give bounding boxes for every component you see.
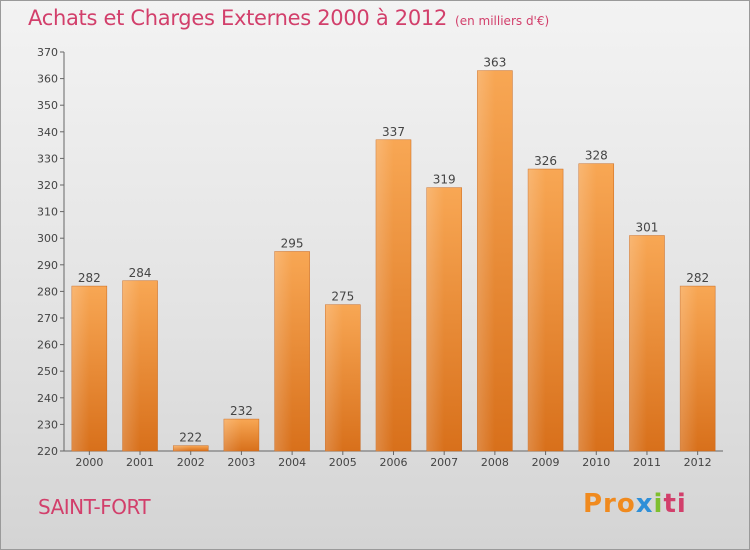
bar-highlight [477,70,495,452]
data-label: 363 [483,56,506,70]
data-label: 295 [281,237,304,251]
bar-highlight [528,169,546,452]
x-tick-label: 2010 [582,456,610,469]
y-tick-label: 280 [37,285,58,298]
chart-title: Achats et Charges Externes 2000 à 2012 (e… [28,6,549,30]
data-label: 301 [636,221,659,235]
x-tick-label: 2007 [430,456,458,469]
data-label: 222 [179,431,202,445]
data-label: 282 [686,271,709,285]
x-tick-label: 2002 [177,456,205,469]
title-text: Achats et Charges Externes 2000 à 2012 [28,6,448,30]
x-tick-label: 2004 [278,456,306,469]
y-tick-label: 240 [37,392,58,405]
x-tick-label: 2011 [633,456,661,469]
logo-part: ti [663,489,687,519]
y-tick-label: 230 [37,418,58,431]
logo-part: x [635,489,654,519]
data-label: 326 [534,154,557,168]
bar-highlight [223,419,242,451]
data-label: 275 [331,290,354,304]
bar-highlight [325,304,343,451]
data-label: 319 [433,173,456,187]
data-label: 282 [78,271,101,285]
x-tick-label: 2008 [481,456,509,469]
bar-highlight [376,139,394,451]
x-tick-label: 2000 [75,456,103,469]
data-label: 328 [585,149,608,163]
y-tick-label: 270 [37,312,58,325]
y-tick-label: 260 [37,339,58,352]
x-tick-label: 2001 [126,456,154,469]
bar-highlight [426,187,445,451]
y-tick-label: 300 [37,232,58,245]
y-tick-label: 330 [37,152,58,165]
chart-subtitle: (en milliers d'€) [455,14,550,28]
bar-highlight [173,445,191,451]
x-tick-label: 2005 [329,456,357,469]
x-tick-label: 2009 [532,456,560,469]
data-label: 284 [129,266,152,280]
bar-highlight [122,280,141,451]
y-tick-label: 250 [37,365,58,378]
bar-highlight [629,235,647,451]
y-tick-label: 310 [37,206,58,219]
town-name: SAINT-FORT [38,495,151,519]
y-tick-label: 360 [37,73,58,86]
y-tick-label: 350 [37,99,58,112]
y-tick-label: 290 [37,259,58,272]
logo-part: Pro [583,489,636,519]
proxiti-logo: Proxiti [583,489,687,519]
data-label: 232 [230,404,253,418]
x-tick-label: 2003 [227,456,255,469]
bar-highlight [71,286,90,451]
y-tick-label: 370 [37,46,58,59]
y-tick-label: 320 [37,179,58,192]
data-labels: 282 284 222 232 295 275 337 319 363 326 328 301 282 [78,56,709,445]
axes: 220 230 240 250 260 270 280 290 300 310 320 330 340 3… [37,46,723,469]
bar-highlight [274,251,293,451]
x-tick-label: 2006 [380,456,408,469]
bars [71,70,716,452]
y-tick-label: 340 [37,126,58,139]
bar-highlight [578,163,597,451]
y-tick-label: 220 [37,445,58,458]
data-label: 337 [382,125,405,139]
x-tick-label: 2012 [684,456,712,469]
bar-highlight [680,286,698,451]
logo-part: i [653,489,664,519]
